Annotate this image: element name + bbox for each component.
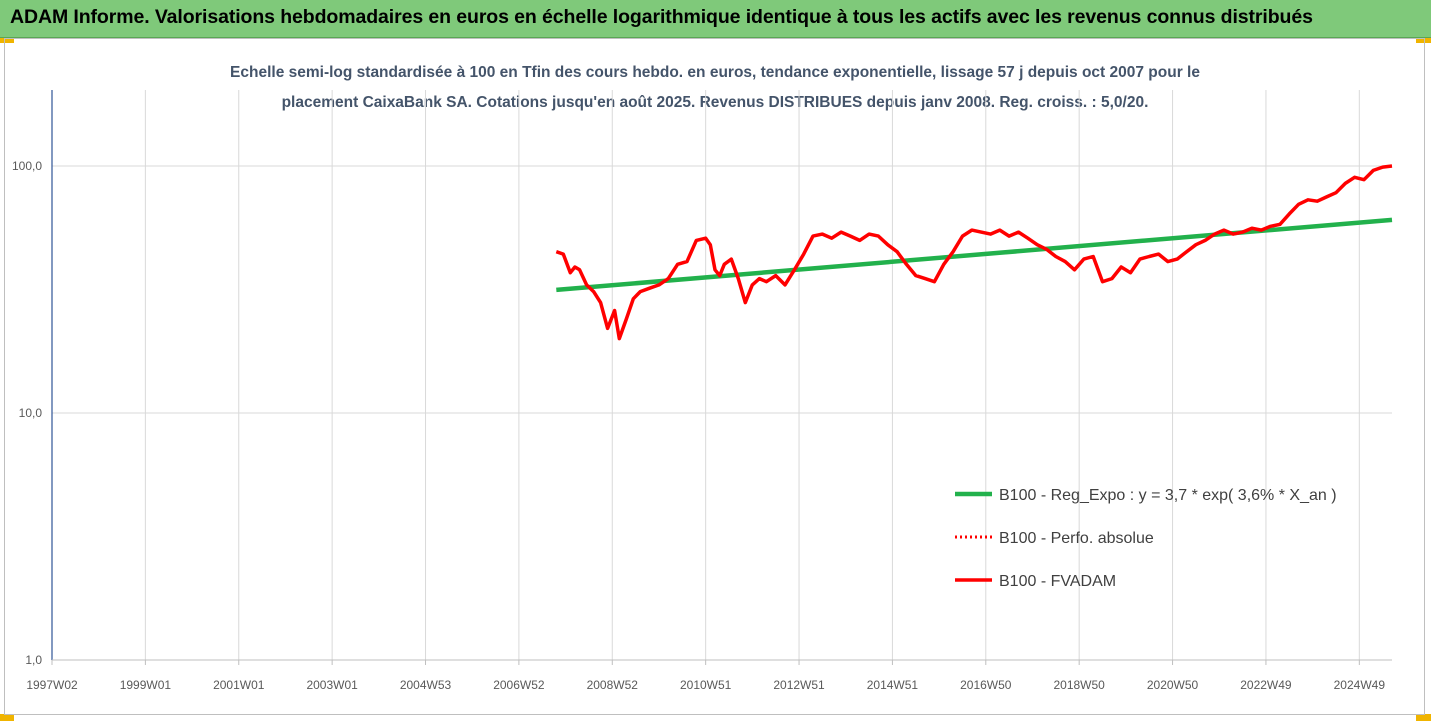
series-lines [555, 164, 1393, 341]
legend-item-reg-expo-label: B100 - Reg_Expo : y = 3,7 * exp( 3,6% * … [999, 487, 1337, 504]
axes [51, 90, 1392, 665]
chart-frame [4, 38, 1425, 715]
x-tick-label: 2024W49 [1334, 678, 1386, 692]
corner-mark-bottom-left [0, 714, 14, 721]
x-tick-label: 2018W50 [1053, 678, 1105, 692]
x-tick-label: 1997W02 [26, 678, 78, 692]
fvadam-line [555, 164, 1393, 341]
tick-labels: 1997W02 1999W01 2001W01 2003W01 2004W53 2006W… [12, 159, 1385, 692]
x-tick-label: 2001W01 [213, 678, 265, 692]
x-tick-label: 2012W51 [773, 678, 825, 692]
corner-mark-top-left [0, 38, 14, 43]
y-tick-label: 10,0 [19, 406, 43, 420]
trend-line [556, 217, 1393, 293]
x-tick-label: 2020W50 [1147, 678, 1199, 692]
x-tick-label: 2004W53 [400, 678, 452, 692]
corner-mark-top-right [1416, 38, 1431, 43]
x-tick-label: 2014W51 [867, 678, 919, 692]
x-tick-label: 2010W51 [680, 678, 732, 692]
legend-item-fvadam-label: B100 - FVADAM [999, 573, 1116, 590]
x-tick-label: 2022W49 [1240, 678, 1292, 692]
y-tick-label: 1,0 [25, 653, 42, 667]
legend-item-perfo-absolue-label: B100 - Perfo. absolue [999, 530, 1154, 547]
x-tick-label: 2016W50 [960, 678, 1012, 692]
corner-mark-bottom-right [1416, 714, 1431, 721]
x-tick-label: 1999W01 [120, 678, 172, 692]
x-tick-label: 2003W01 [306, 678, 358, 692]
chart-title-line-2: placement CaixaBank SA. Cotations jusqu'… [281, 94, 1149, 111]
legend: B100 - Reg_Expo : y = 3,7 * exp( 3,6% * … [955, 487, 1337, 590]
x-tick-label: 2006W52 [493, 678, 545, 692]
chart-title-line-1: Echelle semi-log standardisée à 100 en T… [230, 64, 1200, 81]
x-tick-label: 2008W52 [587, 678, 639, 692]
report-header: ADAM Informe. Valorisations hebdomadaire… [0, 0, 1431, 38]
grid-lines [51, 90, 1392, 660]
y-tick-label: 100,0 [12, 159, 42, 173]
report-title: ADAM Informe. Valorisations hebdomadaire… [10, 6, 1313, 28]
